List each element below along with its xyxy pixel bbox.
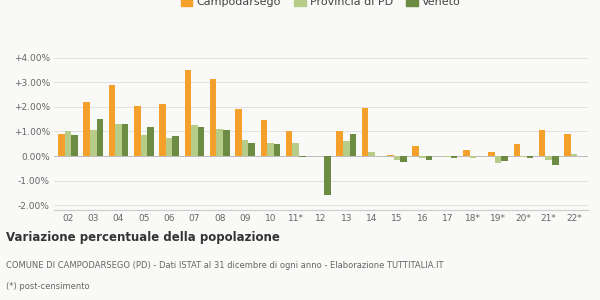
Bar [267,142,274,156]
Bar [552,156,559,165]
Bar [109,85,115,156]
Bar [191,125,198,156]
Bar [235,110,242,156]
Bar [400,156,407,162]
Bar [520,156,527,157]
Bar [172,136,179,156]
Bar [122,124,128,156]
Bar [470,156,476,158]
Bar [324,156,331,195]
Bar [65,131,71,156]
Bar [242,140,248,156]
Text: Variazione percentuale della popolazione: Variazione percentuale della popolazione [6,232,280,244]
Bar [97,119,103,156]
Bar [248,142,255,156]
Text: (*) post-censimento: (*) post-censimento [6,282,89,291]
Text: COMUNE DI CAMPODARSEGO (PD) - Dati ISTAT al 31 dicembre di ogni anno - Elaborazi: COMUNE DI CAMPODARSEGO (PD) - Dati ISTAT… [6,262,443,271]
Bar [495,156,502,164]
Bar [292,142,299,156]
Bar [223,130,230,156]
Bar [90,130,97,156]
Bar [83,102,90,156]
Legend: Campodarsego, Provincia di PD, Veneto: Campodarsego, Provincia di PD, Veneto [177,0,465,11]
Bar [463,150,470,156]
Bar [527,156,533,158]
Bar [394,156,400,160]
Bar [286,131,292,156]
Bar [419,156,425,158]
Bar [58,134,65,156]
Bar [115,124,122,156]
Bar [412,146,419,156]
Bar [362,108,368,156]
Bar [210,79,217,156]
Bar [514,144,520,156]
Bar [425,156,432,160]
Bar [140,135,147,156]
Bar [71,135,78,156]
Bar [539,130,545,156]
Bar [217,129,223,156]
Bar [166,138,172,156]
Bar [134,106,140,156]
Bar [337,131,343,156]
Bar [564,134,571,156]
Bar [387,155,394,156]
Bar [368,152,375,156]
Bar [147,127,154,156]
Bar [350,134,356,156]
Bar [545,156,552,160]
Bar [299,156,305,157]
Bar [198,127,205,156]
Bar [274,144,280,156]
Bar [451,156,457,158]
Bar [571,154,577,156]
Bar [260,120,267,156]
Bar [502,156,508,161]
Bar [343,141,350,156]
Bar [488,152,495,156]
Bar [185,70,191,156]
Bar [444,156,451,157]
Bar [159,104,166,156]
